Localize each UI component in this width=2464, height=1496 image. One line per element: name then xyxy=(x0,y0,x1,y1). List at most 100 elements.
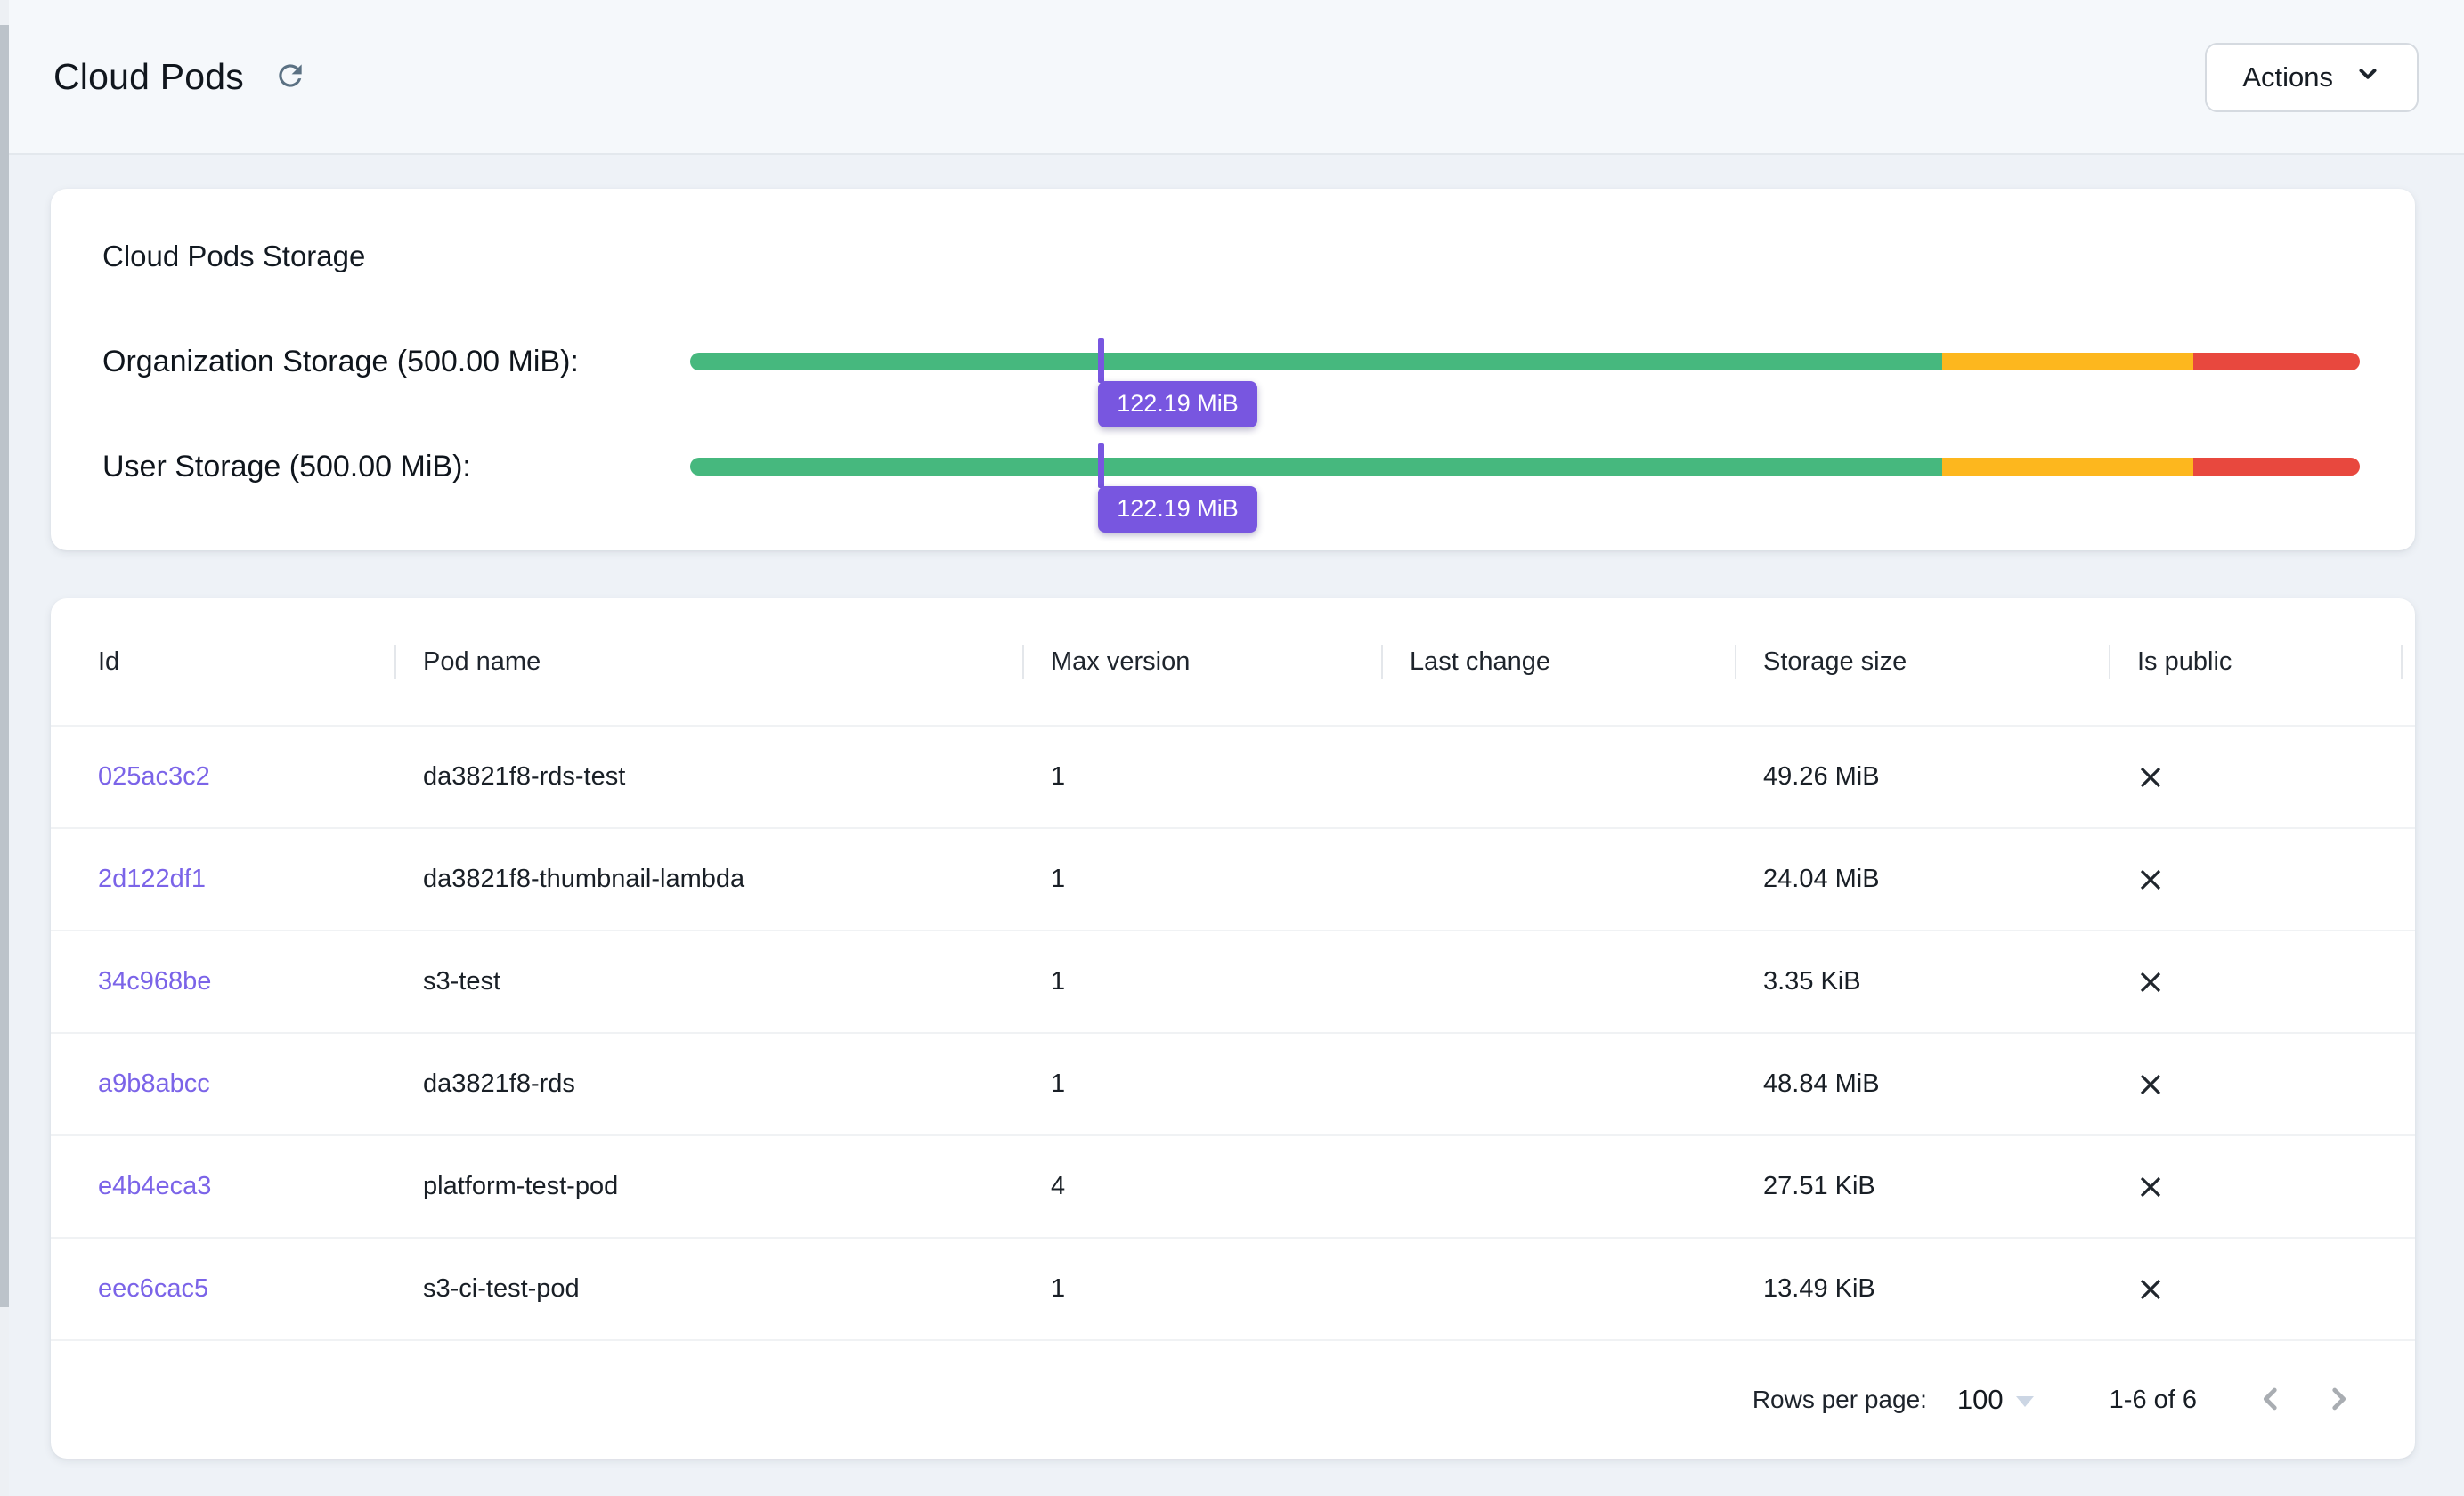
pagination-range: 1-6 of 6 xyxy=(2109,1385,2197,1414)
table-row: a9b8abcc da3821f8-rds 1 48.84 MiB xyxy=(51,1032,2415,1134)
table-pagination: Rows per page: 100 1-6 of 6 xyxy=(51,1339,2415,1459)
last-change-cell xyxy=(1383,1136,1736,1237)
storage-usage-tooltip: 122.19 MiB xyxy=(1098,381,1257,427)
pod-id-link[interactable]: e4b4eca3 xyxy=(98,1172,212,1200)
refresh-button[interactable] xyxy=(269,55,312,98)
is-public-cell xyxy=(2110,931,2415,1032)
storage-card: Cloud Pods Storage Organization Storage … xyxy=(51,189,2415,550)
max-version-cell: 1 xyxy=(1051,1274,1066,1303)
actions-button-label: Actions xyxy=(2242,61,2333,93)
chevron-left-icon xyxy=(2256,1384,2286,1417)
is-public-cell xyxy=(2110,1136,2415,1237)
close-icon xyxy=(2137,1276,2164,1303)
column-header-storage-size[interactable]: Storage size xyxy=(1736,598,2110,725)
last-change-cell xyxy=(1383,829,1736,930)
table-row: 34c968be s3-test 1 3.35 KiB xyxy=(51,930,2415,1032)
close-icon xyxy=(2137,866,2164,893)
storage-label: User Storage (500.00 MiB): xyxy=(102,449,471,484)
scrollbar-thumb[interactable] xyxy=(0,25,9,1307)
chevron-down-icon xyxy=(2354,61,2381,94)
storage-size-cell: 49.26 MiB xyxy=(1763,762,1880,791)
id-cell: e4b4eca3 xyxy=(51,1136,396,1237)
column-header-max-version[interactable]: Max version xyxy=(1024,598,1383,725)
column-header-is-public[interactable]: Is public xyxy=(2110,598,2415,725)
rows-per-page-label: Rows per page: xyxy=(1752,1386,1927,1413)
dropdown-arrow-icon xyxy=(2015,1396,2034,1407)
column-header-pod-name[interactable]: Pod name xyxy=(396,598,1024,725)
storage-row: User Storage (500.00 MiB): 122.19 MiB xyxy=(102,443,2360,533)
storage-size-cell: 3.35 KiB xyxy=(1763,967,1861,996)
storage-card-title: Cloud Pods Storage xyxy=(102,240,366,272)
storage-label: Organization Storage (500.00 MiB): xyxy=(102,344,579,378)
page-header: Cloud Pods Actions xyxy=(0,0,2464,155)
close-icon xyxy=(2137,1071,2164,1098)
is-public-cell xyxy=(2110,1239,2415,1339)
next-page-button[interactable] xyxy=(2314,1375,2363,1425)
chevron-right-icon xyxy=(2323,1384,2354,1417)
max-version-cell: 4 xyxy=(1051,1172,1066,1200)
pod-name-cell: s3-ci-test-pod xyxy=(423,1274,580,1303)
close-icon xyxy=(2137,764,2164,791)
table-row: eec6cac5 s3-ci-test-pod 1 13.49 KiB xyxy=(51,1237,2415,1339)
last-change-cell xyxy=(1383,727,1736,827)
pod-id-link[interactable]: eec6cac5 xyxy=(98,1274,209,1303)
last-change-cell xyxy=(1383,1034,1736,1134)
column-header-label: Storage size xyxy=(1763,646,1907,676)
id-cell: eec6cac5 xyxy=(51,1239,396,1339)
max-version-cell: 1 xyxy=(1051,967,1066,996)
column-header-id[interactable]: Id xyxy=(51,598,396,725)
table-row: 2d122df1 da3821f8-thumbnail-lambda 1 24.… xyxy=(51,827,2415,930)
storage-bar-segment-critical xyxy=(2192,458,2360,476)
storage-bar-segment-safe xyxy=(690,458,1943,476)
storage-marker-tick xyxy=(1098,443,1105,488)
storage-row: Organization Storage (500.00 MiB): 122.1… xyxy=(102,338,2360,427)
storage-bar-segment-critical xyxy=(2192,353,2360,370)
pod-name-cell: da3821f8-rds-test xyxy=(423,762,626,791)
last-change-cell xyxy=(1383,1239,1736,1339)
last-change-cell xyxy=(1383,931,1736,1032)
table-header-row: Id Pod name Max version Last change Storage … xyxy=(51,598,2415,725)
pod-id-link[interactable]: 2d122df1 xyxy=(98,865,206,893)
pod-name-cell: da3821f8-thumbnail-lambda xyxy=(423,865,745,893)
storage-size-cell: 48.84 MiB xyxy=(1763,1069,1880,1098)
rows-per-page-select[interactable]: 100 xyxy=(1957,1384,2034,1416)
storage-rows: Organization Storage (500.00 MiB): 122.1… xyxy=(102,338,2360,533)
max-version-cell: 1 xyxy=(1051,865,1066,893)
storage-bar-track xyxy=(690,353,2360,370)
storage-size-cell: 24.04 MiB xyxy=(1763,865,1880,893)
rows-per-page-value: 100 xyxy=(1956,1384,2004,1415)
pod-name-cell: platform-test-pod xyxy=(423,1172,619,1200)
pod-id-link[interactable]: 34c968be xyxy=(98,967,212,996)
id-cell: a9b8abcc xyxy=(51,1034,396,1134)
close-icon xyxy=(2137,1174,2164,1200)
id-cell: 34c968be xyxy=(51,931,396,1032)
table-body: 025ac3c2 da3821f8-rds-test 1 49.26 MiB 2… xyxy=(51,725,2415,1339)
page-title: Cloud Pods xyxy=(53,55,244,97)
column-header-label: Is public xyxy=(2137,646,2232,676)
max-version-cell: 1 xyxy=(1051,762,1066,791)
storage-bar: 122.19 MiB xyxy=(690,443,2360,533)
pod-id-link[interactable]: a9b8abcc xyxy=(98,1069,210,1098)
id-cell: 025ac3c2 xyxy=(51,727,396,827)
is-public-cell xyxy=(2110,727,2415,827)
storage-marker-tick xyxy=(1098,338,1105,383)
storage-size-cell: 13.49 KiB xyxy=(1763,1274,1875,1303)
table-row: 025ac3c2 da3821f8-rds-test 1 49.26 MiB xyxy=(51,725,2415,827)
storage-bar: 122.19 MiB xyxy=(690,338,2360,427)
column-header-label: Id xyxy=(98,646,120,676)
storage-bar-segment-warning xyxy=(1942,458,2193,476)
max-version-cell: 1 xyxy=(1051,1069,1066,1098)
main-content: Cloud Pods Storage Organization Storage … xyxy=(0,155,2464,1459)
previous-page-button[interactable] xyxy=(2246,1375,2296,1425)
actions-button[interactable]: Actions xyxy=(2205,43,2419,112)
column-header-last-change[interactable]: Last change xyxy=(1383,598,1736,725)
id-cell: 2d122df1 xyxy=(51,829,396,930)
storage-bar-segment-warning xyxy=(1942,353,2193,370)
pod-name-cell: da3821f8-rds xyxy=(423,1069,575,1098)
storage-bar-segment-safe xyxy=(690,353,1943,370)
left-scrollbar[interactable] xyxy=(0,0,9,1496)
pod-id-link[interactable]: 025ac3c2 xyxy=(98,762,210,791)
column-header-label: Max version xyxy=(1051,646,1191,676)
storage-size-cell: 27.51 KiB xyxy=(1763,1172,1875,1200)
close-icon xyxy=(2137,969,2164,996)
